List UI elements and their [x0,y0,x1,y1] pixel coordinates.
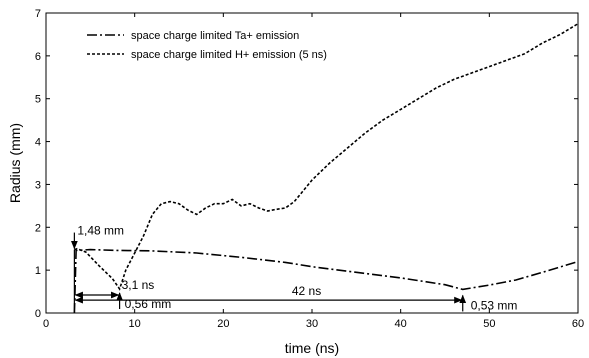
series-line-1 [73,248,579,314]
x-axis-label: time (ns) [285,340,339,356]
annotation-label-1: 1,48 mm [77,224,124,238]
tick-marks: 0 10 20 30 40 50 60 0 1 2 3 4 5 6 7 [35,8,584,330]
y-tick-label: 4 [35,137,41,149]
x-tick-label: 40 [395,318,407,330]
legend-label-2: space charge limited H+ emission (5 ns) [131,49,327,61]
y-tick-label: 5 [35,94,41,106]
y-tick-label: 0 [35,308,41,320]
x-tick-label: 60 [572,318,584,330]
y-axis-label: Radius (mm) [7,123,23,203]
x-tick-label: 10 [129,318,141,330]
annotation-label-5: 0,53 mm [471,298,518,312]
annotation-label-3: 0,56 mm [125,297,172,311]
series-layer [73,23,579,314]
x-tick-label: 0 [43,318,49,330]
annotation-label-2: 3,1 ns [122,278,155,292]
y-tick-label: 7 [35,8,41,20]
annotation-label-4: 42 ns [292,284,321,298]
series-line-2 [74,23,579,291]
x-tick-label: 50 [483,318,495,330]
x-tick-label: 20 [217,318,229,330]
x-tick-label: 30 [306,318,318,330]
y-tick-label: 6 [35,51,41,63]
y-tick-label: 1 [35,265,41,277]
annotation-layer: 1,48 mm 3,1 ns 0,56 mm 42 ns 0,53 mm [71,224,518,313]
y-tick-label: 3 [35,179,41,191]
y-tick-label: 2 [35,222,41,234]
legend: space charge limited Ta+ emission space c… [87,30,327,61]
legend-label-1: space charge limited Ta+ emission [131,30,299,42]
